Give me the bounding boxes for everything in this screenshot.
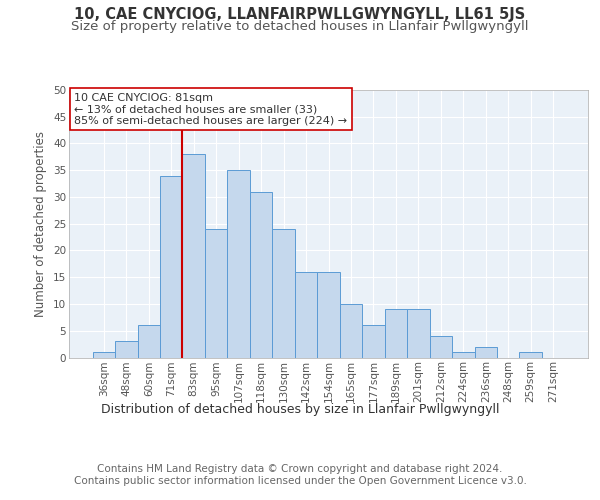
Bar — [295, 272, 317, 358]
Bar — [317, 272, 340, 358]
Bar — [115, 342, 137, 357]
Text: Contains HM Land Registry data © Crown copyright and database right 2024.: Contains HM Land Registry data © Crown c… — [97, 464, 503, 474]
Bar — [362, 326, 385, 358]
Bar — [227, 170, 250, 358]
Text: 10, CAE CNYCIOG, LLANFAIRPWLLGWYNGYLL, LL61 5JS: 10, CAE CNYCIOG, LLANFAIRPWLLGWYNGYLL, L… — [74, 8, 526, 22]
Bar — [160, 176, 182, 358]
Bar — [182, 154, 205, 358]
Text: 10 CAE CNYCIOG: 81sqm
← 13% of detached houses are smaller (33)
85% of semi-deta: 10 CAE CNYCIOG: 81sqm ← 13% of detached … — [74, 92, 347, 126]
Text: Distribution of detached houses by size in Llanfair Pwllgwyngyll: Distribution of detached houses by size … — [101, 402, 499, 415]
Bar — [340, 304, 362, 358]
Bar — [430, 336, 452, 357]
Bar — [137, 326, 160, 358]
Y-axis label: Number of detached properties: Number of detached properties — [34, 130, 47, 317]
Bar — [250, 192, 272, 358]
Bar — [452, 352, 475, 358]
Bar — [520, 352, 542, 358]
Bar — [385, 310, 407, 358]
Bar — [407, 310, 430, 358]
Bar — [92, 352, 115, 358]
Bar — [475, 347, 497, 358]
Text: Contains public sector information licensed under the Open Government Licence v3: Contains public sector information licen… — [74, 476, 526, 486]
Text: Size of property relative to detached houses in Llanfair Pwllgwyngyll: Size of property relative to detached ho… — [71, 20, 529, 33]
Bar — [272, 229, 295, 358]
Bar — [205, 229, 227, 358]
